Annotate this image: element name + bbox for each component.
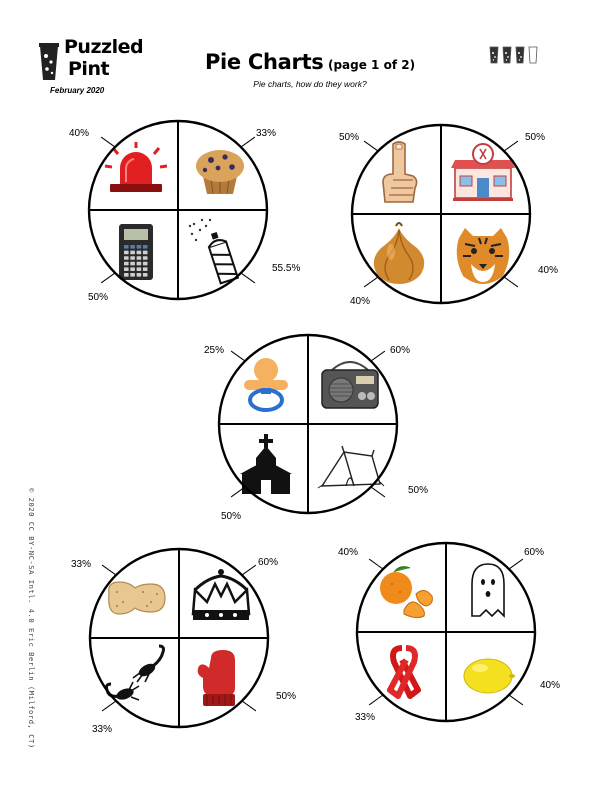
ribbon-icon bbox=[387, 645, 421, 699]
pie-leader-line bbox=[503, 276, 519, 288]
pie-leader-line bbox=[370, 350, 386, 362]
spray-can-icon bbox=[188, 218, 240, 285]
pointing-finger-icon bbox=[382, 141, 418, 203]
pie-3-label-br: 50% bbox=[408, 485, 429, 496]
pie-leader-line bbox=[240, 136, 256, 148]
pie-leader-line bbox=[368, 558, 384, 570]
pie-5-label-tr: 60% bbox=[524, 547, 545, 558]
empty-pint-glass-icon bbox=[528, 46, 538, 64]
title-suffix: (page 1 of 2) bbox=[327, 58, 416, 72]
pie-2-label-tl: 50% bbox=[339, 132, 360, 143]
pie-leader-line bbox=[503, 140, 519, 152]
pie-chart-3 bbox=[217, 333, 399, 515]
pie-2-label-bl: 40% bbox=[350, 296, 371, 307]
pacifier-icon bbox=[244, 358, 288, 412]
pie-1-label-tr: 33% bbox=[256, 128, 277, 139]
pie-leader-line bbox=[241, 700, 257, 712]
pie-5-label-bl: 33% bbox=[355, 712, 376, 723]
lemon-icon bbox=[463, 658, 515, 694]
pie-leader-line bbox=[508, 694, 524, 706]
peanut-icon bbox=[108, 581, 166, 615]
pie-2-label-tr: 50% bbox=[525, 132, 546, 143]
pie-4-label-tl: 33% bbox=[71, 559, 92, 570]
pie-leader-line bbox=[100, 272, 116, 284]
page-title: Pie Charts (page 1 of 2) bbox=[180, 50, 440, 74]
pie-1-label-br: 55.5% bbox=[272, 263, 301, 274]
pie-leader-line bbox=[101, 564, 117, 576]
tangerine-icon bbox=[380, 566, 433, 619]
page-subtitle: Pie charts, how do they work? bbox=[253, 79, 367, 89]
ghost-icon bbox=[471, 563, 505, 618]
pie-2-label-br: 40% bbox=[538, 265, 559, 276]
pie-leader-line bbox=[241, 564, 257, 576]
page-progress-glasses bbox=[489, 46, 538, 64]
pie-leader-line bbox=[508, 558, 524, 570]
filled-pint-glass-icon bbox=[489, 46, 499, 64]
pie-5-label-br: 40% bbox=[540, 680, 561, 691]
logo-word-1: Puzzled bbox=[64, 36, 144, 58]
tiger-icon bbox=[456, 228, 510, 284]
filled-pint-glass-icon bbox=[502, 46, 512, 64]
pie-4-label-tr: 60% bbox=[258, 557, 279, 568]
pie-chart-2 bbox=[350, 123, 532, 305]
pie-chart-4 bbox=[88, 547, 270, 729]
pie-5-label-tl: 40% bbox=[338, 547, 359, 558]
logo-word-2: Pint bbox=[68, 58, 110, 80]
pie-leader-line bbox=[230, 350, 246, 362]
title-main: Pie Charts bbox=[204, 50, 324, 74]
pie-leader-line bbox=[230, 486, 246, 498]
calculator-icon bbox=[119, 224, 153, 280]
siren-icon bbox=[104, 142, 168, 192]
mitten-icon bbox=[197, 650, 235, 706]
pie-1-label-tl: 40% bbox=[69, 128, 90, 139]
pie-leader-line bbox=[370, 486, 386, 498]
pie-3-label-tl: 25% bbox=[204, 345, 225, 356]
pie-leader-line bbox=[368, 694, 384, 706]
radio-icon bbox=[321, 361, 379, 409]
filled-pint-glass-icon bbox=[515, 46, 525, 64]
puzzled-pint-logo: Puzzled Pint February 2020 bbox=[36, 36, 144, 98]
onion-icon bbox=[373, 222, 425, 284]
pie-leader-line bbox=[240, 272, 256, 284]
tent-icon bbox=[317, 445, 385, 489]
pie-chart-1 bbox=[87, 119, 269, 301]
muffin-icon bbox=[196, 150, 244, 194]
pie-leader-line bbox=[101, 700, 117, 712]
pie-3-label-bl: 50% bbox=[221, 511, 242, 522]
diner-icon bbox=[451, 143, 515, 201]
church-icon bbox=[240, 434, 292, 494]
scorpion-icon bbox=[105, 644, 165, 701]
pie-1-label-bl: 50% bbox=[88, 292, 109, 303]
pie-3-label-tr: 60% bbox=[390, 345, 411, 356]
pie-chart-5 bbox=[355, 541, 537, 723]
crown-icon bbox=[191, 569, 251, 620]
pie-4-label-bl: 33% bbox=[92, 724, 113, 735]
pie-leader-line bbox=[363, 276, 379, 288]
pie-leader-line bbox=[363, 140, 379, 152]
pie-4-label-br: 50% bbox=[276, 691, 297, 702]
pie-leader-line bbox=[100, 136, 116, 148]
logo-date: February 2020 bbox=[50, 86, 105, 95]
copyright-notice: © 2020 CC BY-NC-SA Intl. 4.0 Eric Berlin… bbox=[27, 488, 36, 749]
pint-glass-icon bbox=[39, 43, 59, 80]
